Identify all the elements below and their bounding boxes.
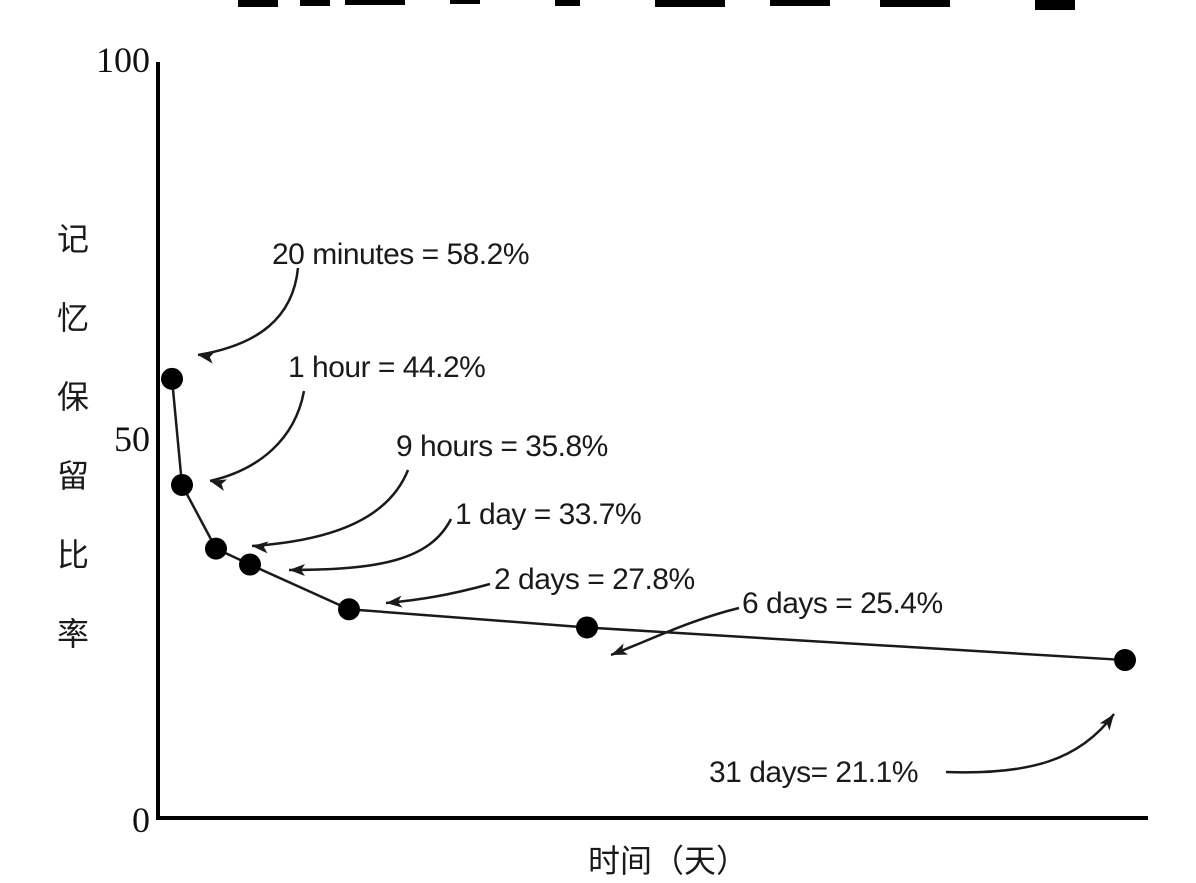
y-tick-label: 100 <box>96 40 150 80</box>
y-axis-label-char: 留 <box>57 457 89 495</box>
data-point <box>338 598 360 621</box>
y-axis-label-char: 保 <box>57 378 89 416</box>
annotation-arrow <box>610 606 740 657</box>
data-point <box>205 537 227 560</box>
y-axis-label-char: 记 <box>57 220 89 258</box>
annotation-arrow <box>251 469 410 548</box>
y-axis-label-char: 忆 <box>57 299 89 337</box>
annotation-arrowhead <box>210 479 228 491</box>
data-point <box>1114 649 1136 672</box>
x-axis-label: 时间（天） <box>588 842 748 880</box>
data-point <box>171 473 193 496</box>
annotation-arrowhead <box>611 643 629 655</box>
data-point <box>161 367 183 390</box>
annotation-arrowhead <box>252 541 269 554</box>
y-axis-label-char: 率 <box>57 615 89 653</box>
annotation-arrowhead <box>198 351 215 364</box>
data-point <box>576 616 598 639</box>
annotation-arrow <box>209 390 306 483</box>
data-label: 6 days = 25.4% <box>742 587 943 620</box>
data-label: 31 days= 21.1% <box>709 756 918 789</box>
cropped-title-fragments <box>238 0 1075 10</box>
y-tick-label: 50 <box>114 419 150 459</box>
annotation-arrowhead <box>386 595 403 608</box>
annotation-arrowhead <box>289 564 305 576</box>
annotation-arrowhead <box>1099 714 1114 731</box>
data-point <box>239 553 261 576</box>
data-label: 20 minutes = 58.2% <box>272 238 529 271</box>
data-label: 1 hour = 44.2% <box>288 351 485 384</box>
data-label: 2 days = 27.8% <box>494 563 695 596</box>
annotation-arrow <box>385 582 491 605</box>
data-label: 1 day = 33.7% <box>455 498 641 531</box>
y-axis-label-char: 比 <box>57 536 89 574</box>
data-label: 9 hours = 35.8% <box>396 430 608 463</box>
annotation-arrow <box>945 713 1116 774</box>
retention-line <box>170 378 1126 662</box>
retention-series: 20 minutes = 58.2% 1 hour = 44.2% 9 hours … <box>161 238 1136 789</box>
y-tick-label: 0 <box>132 800 150 840</box>
annotation-arrow <box>288 518 453 572</box>
y-tick-labels: 0 50 100 <box>96 40 150 840</box>
annotation-arrow <box>197 267 300 357</box>
